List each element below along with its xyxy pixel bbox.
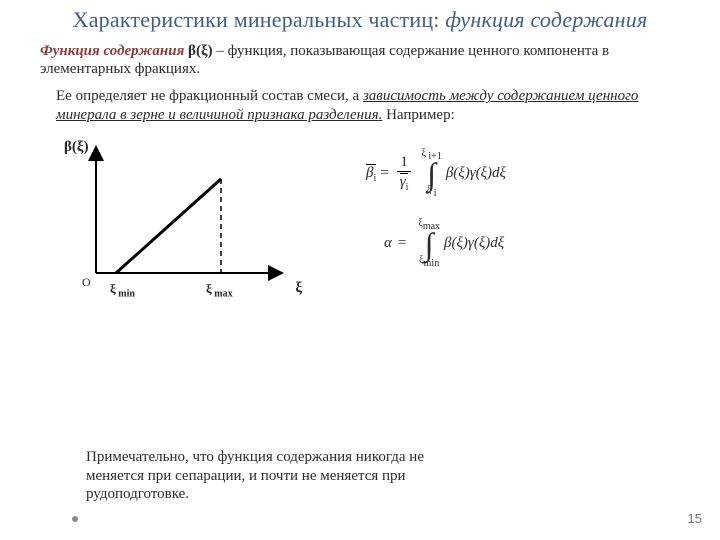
chart-container: β(ξ) O ξ min ξ max ξ (0, 143, 366, 313)
content-function-chart: β(ξ) O ξ min ξ max ξ (56, 143, 296, 313)
xmin-label: ξ min (110, 281, 135, 300)
eq1-integral: ξ i+1 ∫ ξ i β(ξ)γ(ξ)dξ (421, 149, 506, 199)
eq2-int-symbol: ξmax ∫ ξmin (418, 219, 440, 269)
integral-glyph-2: ∫ (425, 232, 434, 256)
eq2-integral: ξmax ∫ ξmin β(ξ)γ(ξ)dξ (418, 219, 504, 269)
page-number: 15 (688, 511, 702, 526)
equation-alpha: α = ξmax ∫ ξmin β(ξ)γ(ξ)dξ (384, 219, 720, 269)
explanation-pre: Ее определяет не фракционный состав смес… (56, 88, 363, 104)
title-emph: функция содержания (445, 7, 647, 32)
eq2-lhs: α (384, 236, 392, 251)
eq2-equals: = (398, 236, 406, 251)
slide-title: Характеристики минеральных частиц: функц… (0, 0, 720, 34)
definition-symbol: β(ξ) (188, 43, 213, 59)
title-prefix: Характеристики минеральных частиц: (73, 7, 446, 32)
x-axis-label: ξ (295, 280, 302, 297)
origin-label: O (82, 275, 91, 290)
eq1-frac: 1 γi (397, 155, 412, 193)
integral-glyph: ∫ (427, 162, 436, 186)
eq1-gamma-sub: i (406, 182, 409, 193)
content-row: β(ξ) O ξ min ξ max ξ βi = 1 γi (0, 143, 720, 313)
equation-beta-i: βi = 1 γi ξ i+1 ∫ ξ i β(ξ)γ(ξ)dξ (366, 149, 720, 199)
xmax-sub: max (212, 288, 233, 299)
eq1-int-symbol: ξ i+1 ∫ ξ i (421, 149, 441, 199)
definition-term: Функция содержания (40, 43, 188, 59)
eq1-int-lower: ξ i (427, 186, 437, 199)
footer-note: Примечательно, что функция содержания ни… (86, 448, 426, 504)
eq1-beta-sub: i (373, 173, 376, 184)
eq1-lhs: βi (366, 164, 376, 184)
xmin-sub: min (116, 288, 135, 299)
definition-paragraph: Функция содержания β(ξ) – функция, показ… (40, 42, 680, 80)
eq2-int-lower: ξmin (419, 256, 439, 269)
eq1-integrand: β(ξ)γ(ξ)dξ (446, 166, 506, 181)
explanation-paragraph: Ее определяет не фракционный состав смес… (56, 87, 664, 125)
eq1-num: 1 (397, 155, 411, 171)
explanation-post: Например: (382, 107, 454, 123)
eq1-equals: = (380, 166, 388, 181)
bullet-decoration (72, 516, 78, 522)
eq1-den: γi (397, 171, 412, 193)
xmax-label: ξ max (206, 281, 233, 300)
equations-container: βi = 1 γi ξ i+1 ∫ ξ i β(ξ)γ(ξ)dξ α = (366, 143, 720, 289)
y-axis-label: β(ξ) (64, 139, 89, 156)
eq2-integrand: β(ξ)γ(ξ)dξ (444, 236, 504, 251)
chart-svg (56, 143, 296, 313)
